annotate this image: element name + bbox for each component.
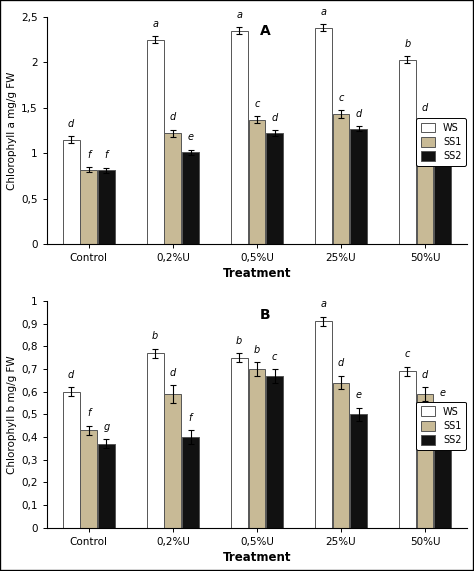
Bar xyxy=(81,430,97,528)
Text: e: e xyxy=(440,128,446,138)
Text: B: B xyxy=(260,308,271,321)
Text: d: d xyxy=(422,103,428,113)
Text: a: a xyxy=(320,299,326,309)
Text: g: g xyxy=(103,422,109,432)
Bar xyxy=(147,39,164,244)
Text: c: c xyxy=(338,93,344,103)
Text: b: b xyxy=(404,39,410,49)
Bar xyxy=(98,170,115,244)
Text: d: d xyxy=(170,368,176,377)
Bar xyxy=(399,59,416,244)
Bar xyxy=(399,371,416,528)
Bar xyxy=(231,31,247,244)
Bar xyxy=(182,437,199,528)
Text: c: c xyxy=(405,349,410,359)
Bar xyxy=(434,148,451,244)
Bar xyxy=(81,170,97,244)
Text: e: e xyxy=(440,388,446,398)
Bar xyxy=(164,133,181,244)
Bar xyxy=(98,444,115,528)
Bar xyxy=(417,394,433,528)
Text: a: a xyxy=(152,19,158,29)
Text: b: b xyxy=(254,345,260,355)
Bar xyxy=(315,321,332,528)
Legend: WS, SS1, SS2: WS, SS1, SS2 xyxy=(416,118,466,166)
Text: f: f xyxy=(105,150,108,160)
Bar xyxy=(350,415,367,528)
Text: b: b xyxy=(236,336,242,346)
Text: d: d xyxy=(338,359,344,368)
Text: e: e xyxy=(356,390,362,400)
Bar xyxy=(248,369,265,528)
Text: d: d xyxy=(68,119,74,128)
Bar xyxy=(434,412,451,528)
Bar xyxy=(333,383,349,528)
Bar xyxy=(266,133,283,244)
Text: A: A xyxy=(260,24,271,38)
Text: c: c xyxy=(254,99,260,108)
Bar xyxy=(350,128,367,244)
Bar xyxy=(417,124,433,244)
Text: d: d xyxy=(272,113,278,123)
Bar xyxy=(266,376,283,528)
Bar xyxy=(248,119,265,244)
Text: e: e xyxy=(188,132,193,142)
Y-axis label: Chlorophyll a mg/g FW: Chlorophyll a mg/g FW xyxy=(7,71,17,190)
Text: a: a xyxy=(320,7,326,17)
Text: d: d xyxy=(356,108,362,119)
Bar xyxy=(231,357,247,528)
Bar xyxy=(182,152,199,244)
Bar xyxy=(147,353,164,528)
Bar xyxy=(315,28,332,244)
Bar xyxy=(63,392,80,528)
Bar xyxy=(164,394,181,528)
Text: d: d xyxy=(68,370,74,380)
Text: c: c xyxy=(272,352,277,361)
Text: f: f xyxy=(189,413,192,423)
X-axis label: Treatment: Treatment xyxy=(223,267,291,280)
Text: b: b xyxy=(152,331,158,341)
Text: a: a xyxy=(236,10,242,19)
Text: f: f xyxy=(87,408,91,419)
Text: d: d xyxy=(422,370,428,380)
Bar xyxy=(333,114,349,244)
Text: d: d xyxy=(170,112,176,122)
Bar xyxy=(63,139,80,244)
Text: f: f xyxy=(87,150,91,159)
X-axis label: Treatment: Treatment xyxy=(223,551,291,564)
Y-axis label: Chlorophyll b mg/g FW: Chlorophyll b mg/g FW xyxy=(7,355,17,474)
Legend: WS, SS1, SS2: WS, SS1, SS2 xyxy=(416,401,466,450)
